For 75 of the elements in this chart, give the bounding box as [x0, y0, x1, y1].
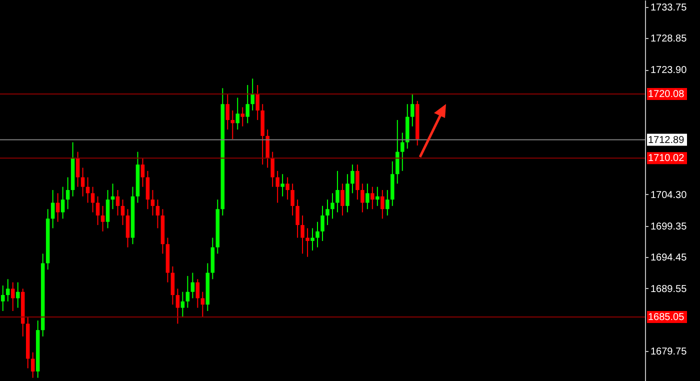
- candlestick: [360, 183, 364, 213]
- candlestick: [200, 291, 205, 318]
- candlestick: [316, 221, 320, 248]
- candlestick: [236, 97, 240, 130]
- candlestick: [386, 190, 390, 216]
- candlestick: [150, 190, 155, 216]
- y-tick-label: 1699.35: [650, 221, 688, 232]
- candlestick: [306, 228, 310, 258]
- candlestick: [116, 190, 120, 216]
- candlestick: [186, 275, 190, 308]
- candlestick: [76, 151, 80, 188]
- candlestick: [156, 199, 160, 229]
- candlestick: [300, 214, 304, 254]
- candlestick: [350, 164, 354, 194]
- ref-line-label: 1712.89: [648, 134, 685, 146]
- candlestick: [276, 170, 280, 204]
- candlestick: [256, 84, 260, 120]
- candlestick: [376, 186, 380, 206]
- y-tick-label: 1694.45: [650, 252, 688, 264]
- candlestick: [310, 228, 314, 251]
- candlestick: [170, 266, 175, 306]
- candlestick: [80, 167, 85, 197]
- candlestick: [126, 208, 130, 248]
- candlestick: [230, 110, 234, 140]
- candlestick: [250, 78, 254, 111]
- candlestick: [410, 94, 414, 127]
- candlestick: [380, 190, 384, 220]
- candlestick: [370, 186, 374, 210]
- candlestick: [60, 186, 65, 220]
- candlestick: [106, 190, 110, 229]
- candlestick: [10, 282, 15, 312]
- candlestick: [286, 176, 290, 200]
- candlestick: [270, 151, 274, 188]
- candlestick: [56, 192, 60, 222]
- candlestick: [296, 199, 300, 238]
- candlestick: [240, 106, 244, 127]
- candlestick: [290, 183, 294, 216]
- candlestick: [320, 205, 324, 242]
- ref-line-label: 1710.02: [648, 153, 685, 164]
- candlestick: [356, 164, 360, 200]
- candlestick: [140, 158, 145, 188]
- ref-line-label: 1720.08: [648, 89, 685, 100]
- candlestick: [340, 183, 344, 216]
- candlestick: [120, 199, 125, 226]
- candlestick: [66, 176, 70, 210]
- candlestick: [6, 278, 10, 302]
- ref-line-label: 1685.05: [648, 312, 685, 324]
- candlestick: [346, 174, 350, 213]
- candlestick: [336, 170, 340, 213]
- y-tick-label: 1728.85: [650, 34, 688, 45]
- candlestick: [280, 174, 284, 197]
- candlestick: [246, 84, 250, 124]
- y-tick-label: 1723.90: [650, 65, 688, 76]
- candlestick: [1, 285, 5, 312]
- candlestick: [176, 288, 180, 324]
- candlestick: [90, 186, 95, 213]
- candlestick: [330, 192, 334, 220]
- y-tick-label: 1679.75: [650, 346, 688, 358]
- candlestick: [30, 352, 35, 378]
- candlestick: [400, 132, 404, 172]
- candlestick: [180, 291, 185, 318]
- candlestick: [146, 170, 150, 210]
- candlestick: [196, 278, 200, 308]
- candlestick: [226, 94, 230, 130]
- y-tick-label: 1689.55: [650, 284, 688, 295]
- y-tick-label: 1704.30: [650, 190, 688, 201]
- y-tick-label: 1733.75: [650, 2, 688, 14]
- candlestick: [96, 196, 100, 226]
- candlestick: [326, 199, 330, 226]
- candlestick: [100, 205, 105, 232]
- candlestick: [366, 183, 370, 210]
- candlestick: [50, 190, 55, 229]
- candlestick: [190, 272, 195, 299]
- candlestick: [396, 119, 400, 184]
- candlestick: [266, 129, 270, 168]
